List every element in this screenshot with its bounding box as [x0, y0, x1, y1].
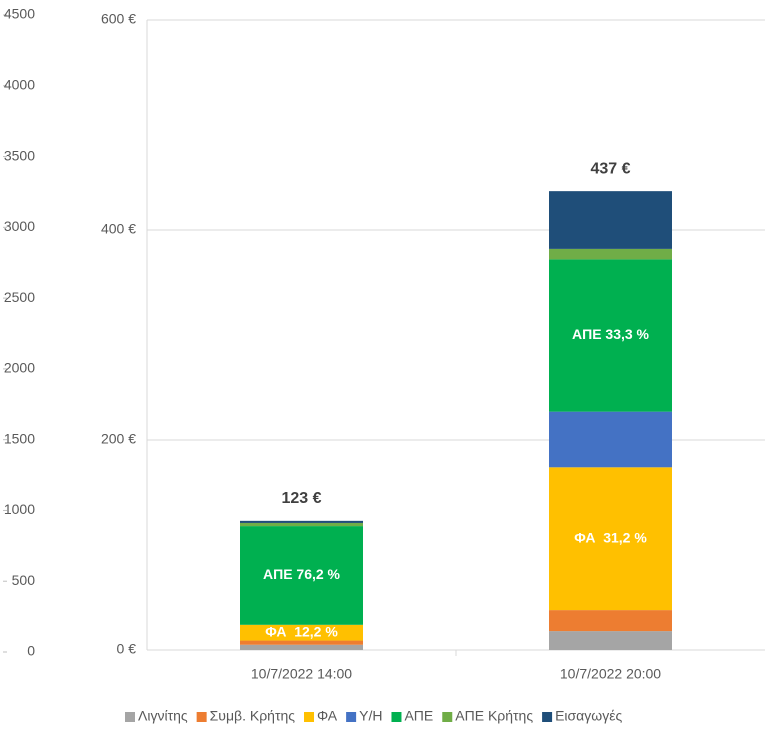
total-label: 437 € — [590, 160, 630, 177]
x-tick-label: 10/7/2022 14:00 — [251, 666, 352, 682]
annotation: ΦΑ 12,2 % — [265, 623, 338, 639]
y-tick-label: 1000 — [4, 501, 35, 517]
legend-swatch — [391, 712, 402, 722]
legend-swatch — [542, 712, 553, 722]
y2-tick-label: 400 € — [101, 221, 136, 237]
y-tick-label: 3000 — [4, 218, 35, 234]
bar-segment — [240, 640, 363, 645]
bar-segment — [549, 631, 672, 650]
y2-tick-label: 200 € — [101, 431, 136, 447]
legend-swatch — [304, 712, 315, 722]
legend-label: ΦΑ — [317, 708, 338, 724]
legend-label: ΑΠΕ — [404, 708, 433, 724]
annotation: ΑΠΕ 33,3 % — [572, 326, 650, 342]
y-tick-label: 0 — [27, 643, 35, 659]
y2-tick-label: 600 € — [101, 11, 136, 27]
legend-swatch — [442, 712, 453, 722]
legend-label: Συμβ. Κρήτης — [210, 708, 296, 724]
y-tick-label: 4000 — [4, 76, 35, 92]
legend-label: Λιγνίτης — [138, 708, 188, 724]
x-tick-label: 10/7/2022 20:00 — [560, 666, 661, 682]
y-tick-label: 3500 — [4, 147, 35, 163]
y-tick-label: 2000 — [4, 360, 35, 376]
bar-segment — [240, 624, 363, 641]
bar-segment — [549, 467, 672, 611]
legend-label: ΑΠΕ Κρήτης — [455, 708, 533, 724]
bar-segment — [240, 522, 363, 527]
y-tick-label: 4500 — [4, 6, 35, 22]
legend-swatch — [125, 712, 135, 722]
legend-swatch — [346, 712, 357, 722]
legend-swatch — [196, 712, 207, 722]
bar-segment — [549, 259, 672, 412]
y-tick-label: 2500 — [4, 289, 35, 305]
legend-label: Εισαγωγές — [555, 708, 622, 724]
y-tick-label: 500 — [12, 572, 36, 588]
bar-segment — [549, 610, 672, 632]
bar-segment — [240, 520, 363, 523]
bar-segment — [549, 248, 672, 260]
y2-tick-label: 0 € — [117, 641, 137, 657]
annotation: ΑΠΕ 76,2 % — [263, 566, 341, 582]
total-label: 123 € — [281, 490, 321, 507]
legend-label: Υ/Η — [359, 708, 382, 724]
bar-segment — [549, 411, 672, 468]
bar-segment — [549, 191, 672, 249]
bar-segment — [240, 644, 363, 650]
bar-segment — [240, 526, 363, 625]
annotation: ΦΑ 31,2 % — [574, 529, 647, 545]
y-tick-label: 1500 — [4, 430, 35, 446]
